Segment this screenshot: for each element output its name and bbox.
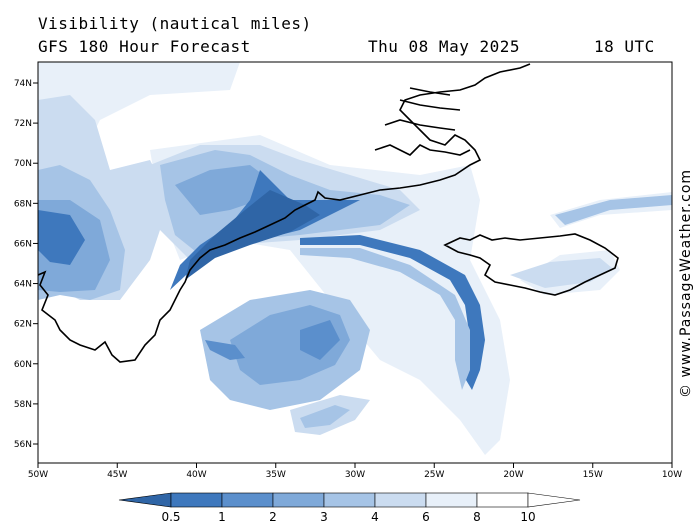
legend-label: 3 <box>320 510 328 524</box>
legend-label: 6 <box>422 510 430 524</box>
longitude-axis: 50W 45W 40W 35W 30W 25W 20W 15W 10W <box>28 463 682 480</box>
forecast-time: 18 UTC <box>594 37 655 56</box>
legend-swatch <box>476 492 529 508</box>
lat-label: 60N <box>14 360 32 370</box>
lon-label: 25W <box>424 470 444 480</box>
lat-label: 72N <box>14 119 32 129</box>
lon-label: 30W <box>345 470 365 480</box>
legend-label: 1 <box>218 510 226 524</box>
legend-swatch <box>272 492 325 508</box>
legend-label: 8 <box>473 510 481 524</box>
legend-swatch <box>221 492 274 508</box>
legend-swatch <box>170 492 223 508</box>
latitude-axis: 74N 72N 70N 68N 66N 64N 62N 60N 58N 56N <box>14 79 38 450</box>
lat-label: 68N <box>14 199 32 209</box>
legend-label: 0.5 <box>161 510 180 524</box>
lon-label: 40W <box>186 470 206 480</box>
lon-label: 35W <box>266 470 286 480</box>
lat-label: 74N <box>14 79 32 89</box>
lon-label: 15W <box>583 470 603 480</box>
legend-swatch <box>323 492 376 508</box>
forecast-date: Thu 08 May 2025 <box>368 37 520 56</box>
legend-arrow-low <box>118 492 172 508</box>
lat-label: 70N <box>14 159 32 169</box>
forecast-subtitle: GFS 180 Hour Forecast <box>38 37 251 56</box>
visibility-field <box>38 62 672 455</box>
coastline <box>38 63 619 363</box>
lon-label: 45W <box>107 470 127 480</box>
lat-label: 66N <box>14 239 32 249</box>
legend-label: 4 <box>371 510 379 524</box>
legend-label: 10 <box>520 510 535 524</box>
legend-swatch <box>374 492 427 508</box>
lat-label: 62N <box>14 320 32 330</box>
lon-label: 50W <box>28 470 48 480</box>
legend-label: 2 <box>269 510 277 524</box>
legend-color-bar <box>118 492 581 508</box>
map-title: Visibility (nautical miles) <box>38 14 312 33</box>
legend-arrow-high <box>527 492 581 508</box>
lon-label: 10W <box>662 470 682 480</box>
lat-label: 58N <box>14 400 32 410</box>
legend-labels: 0.5 1 2 3 4 6 8 10 <box>161 510 535 524</box>
lat-label: 64N <box>14 280 32 290</box>
lon-label: 20W <box>503 470 523 480</box>
lat-label: 56N <box>14 440 32 450</box>
legend-swatch <box>425 492 478 508</box>
